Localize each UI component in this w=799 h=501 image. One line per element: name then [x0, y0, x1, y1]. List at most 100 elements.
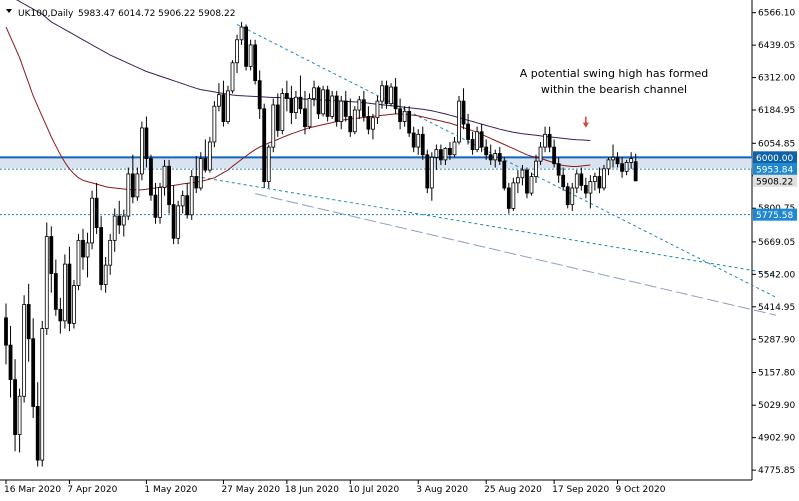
candle-body	[257, 80, 262, 110]
candle-body	[81, 239, 85, 258]
candle	[85, 232, 90, 278]
candle	[185, 182, 190, 219]
candle	[103, 256, 108, 293]
candle-body	[217, 94, 221, 107]
candle-body	[371, 117, 375, 130]
candle	[248, 39, 253, 71]
x-tick-label: 17 Sep 2020	[552, 485, 609, 495]
bearish-channel	[196, 23, 777, 316]
candle-body	[76, 239, 81, 286]
channel-lower-line	[196, 175, 777, 275]
x-tick-label: 25 Aug 2020	[484, 485, 542, 495]
candle-body	[108, 239, 113, 266]
candle	[235, 34, 239, 73]
candle-body	[49, 236, 54, 274]
candle-body	[375, 100, 380, 119]
candle	[579, 167, 584, 191]
y-tick-label: 5414.95	[758, 303, 795, 313]
candle	[294, 90, 298, 119]
candle-body	[153, 194, 158, 218]
ohlc-label: 5983.47 6014.72 5906.22 5908.22	[78, 9, 235, 19]
y-tick-label: 5542.00	[758, 270, 795, 280]
candle	[253, 39, 258, 85]
x-tick-label: 7 Apr 2020	[67, 485, 117, 495]
dropdown-icon[interactable]	[6, 9, 12, 13]
candle	[375, 95, 380, 125]
candle	[22, 295, 27, 403]
candle	[352, 106, 357, 135]
candle	[425, 149, 430, 194]
candle-body	[13, 379, 17, 435]
badge-6000-label: 6000.00	[756, 154, 793, 164]
candle-body	[321, 89, 326, 115]
candle	[434, 144, 439, 171]
candle-body	[67, 263, 72, 324]
candle	[94, 182, 99, 234]
candle-body	[633, 161, 638, 182]
candle-body	[207, 141, 212, 171]
candle	[266, 144, 271, 188]
candle	[361, 90, 366, 122]
candle-body	[606, 159, 611, 170]
candle	[420, 126, 425, 160]
candle	[121, 209, 126, 237]
candle	[511, 177, 516, 211]
candle-body	[339, 100, 344, 122]
annotation-line-1: A potential swing high has formed	[520, 67, 709, 80]
candle	[284, 80, 289, 112]
candle	[565, 182, 570, 209]
candle-body	[203, 158, 208, 171]
annotation-line-2: within the bearish channel	[541, 83, 687, 96]
y-tick-label: 5669.05	[758, 238, 795, 248]
badge-5775-bg	[753, 208, 797, 221]
candle-body	[312, 87, 316, 99]
candle-body	[389, 86, 393, 105]
badge-current-bg	[753, 174, 797, 187]
candle	[493, 149, 498, 168]
candle-body	[484, 146, 489, 156]
candle	[67, 246, 72, 332]
candle	[144, 116, 149, 168]
candle	[271, 98, 276, 153]
y-tick-label: 5029.90	[758, 401, 795, 411]
candle	[212, 101, 217, 148]
candle-body	[452, 141, 457, 156]
candle	[167, 159, 171, 214]
candle	[189, 170, 194, 220]
badge-6000-bg	[753, 151, 797, 164]
candle-body	[443, 147, 448, 161]
candle-body	[561, 174, 566, 188]
candle	[602, 164, 606, 191]
candle-body	[289, 98, 294, 113]
y-tick-label: 4902.90	[758, 434, 795, 444]
candle-body	[149, 158, 153, 196]
candle	[429, 152, 434, 201]
candle	[44, 222, 49, 335]
moving-average-fast	[5, 26, 591, 191]
candle-body	[629, 158, 634, 163]
candle	[402, 106, 407, 127]
candle-body	[597, 176, 602, 189]
candle-body	[384, 85, 389, 105]
y-axis-ticks: 6566.106439.056312.006184.956054.855927.…	[752, 9, 795, 476]
candle-body	[221, 94, 226, 122]
candle-body	[425, 154, 430, 189]
candle-body	[99, 227, 104, 285]
candle	[221, 80, 226, 127]
candle-body	[58, 308, 63, 322]
candle-body	[17, 395, 22, 435]
candle-body	[479, 131, 484, 148]
candle-body	[239, 26, 244, 41]
candle	[226, 85, 230, 125]
candle-body	[194, 176, 199, 189]
candle	[76, 233, 81, 291]
candle	[13, 359, 17, 452]
candle	[321, 85, 326, 117]
candle	[289, 85, 294, 125]
candle-body	[411, 132, 416, 148]
candle-body	[112, 215, 117, 241]
candle	[162, 159, 167, 196]
candle	[366, 106, 371, 135]
